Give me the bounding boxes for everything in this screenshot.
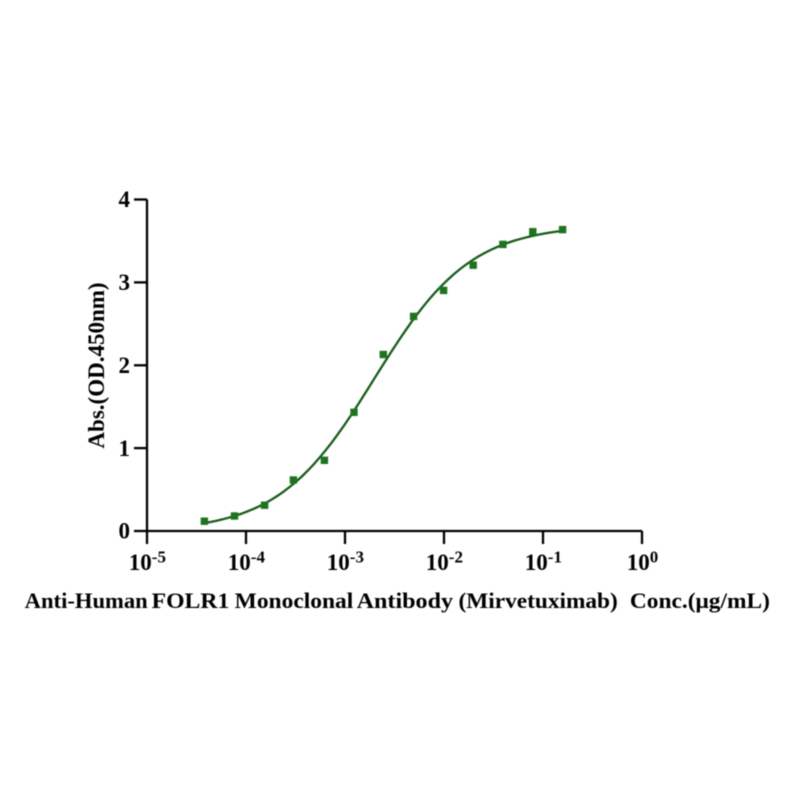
svg-text:10-4: 10-4 bbox=[228, 548, 266, 576]
svg-text:(Mirvetuximab): (Mirvetuximab) bbox=[459, 588, 618, 613]
svg-text:Antibody: Antibody bbox=[357, 588, 454, 613]
svg-text:10-2: 10-2 bbox=[426, 548, 463, 576]
svg-text:10-1: 10-1 bbox=[525, 548, 562, 576]
svg-text:100: 100 bbox=[627, 548, 659, 576]
svg-text:3: 3 bbox=[119, 270, 131, 295]
svg-text:Conc.(μg/mL): Conc.(μg/mL) bbox=[630, 588, 770, 613]
svg-text:Monoclonal: Monoclonal bbox=[235, 588, 354, 613]
svg-text:1: 1 bbox=[119, 436, 131, 461]
svg-text:10-5: 10-5 bbox=[129, 548, 166, 576]
svg-text:10-3: 10-3 bbox=[327, 548, 364, 576]
svg-text:4: 4 bbox=[119, 187, 131, 212]
svg-text:FOLR1: FOLR1 bbox=[152, 588, 230, 613]
svg-text:Anti-Human: Anti-Human bbox=[25, 588, 149, 613]
svg-text:Abs.(OD.450nm): Abs.(OD.450nm) bbox=[84, 282, 109, 448]
svg-text:0: 0 bbox=[119, 519, 131, 544]
svg-text:2: 2 bbox=[119, 353, 131, 378]
